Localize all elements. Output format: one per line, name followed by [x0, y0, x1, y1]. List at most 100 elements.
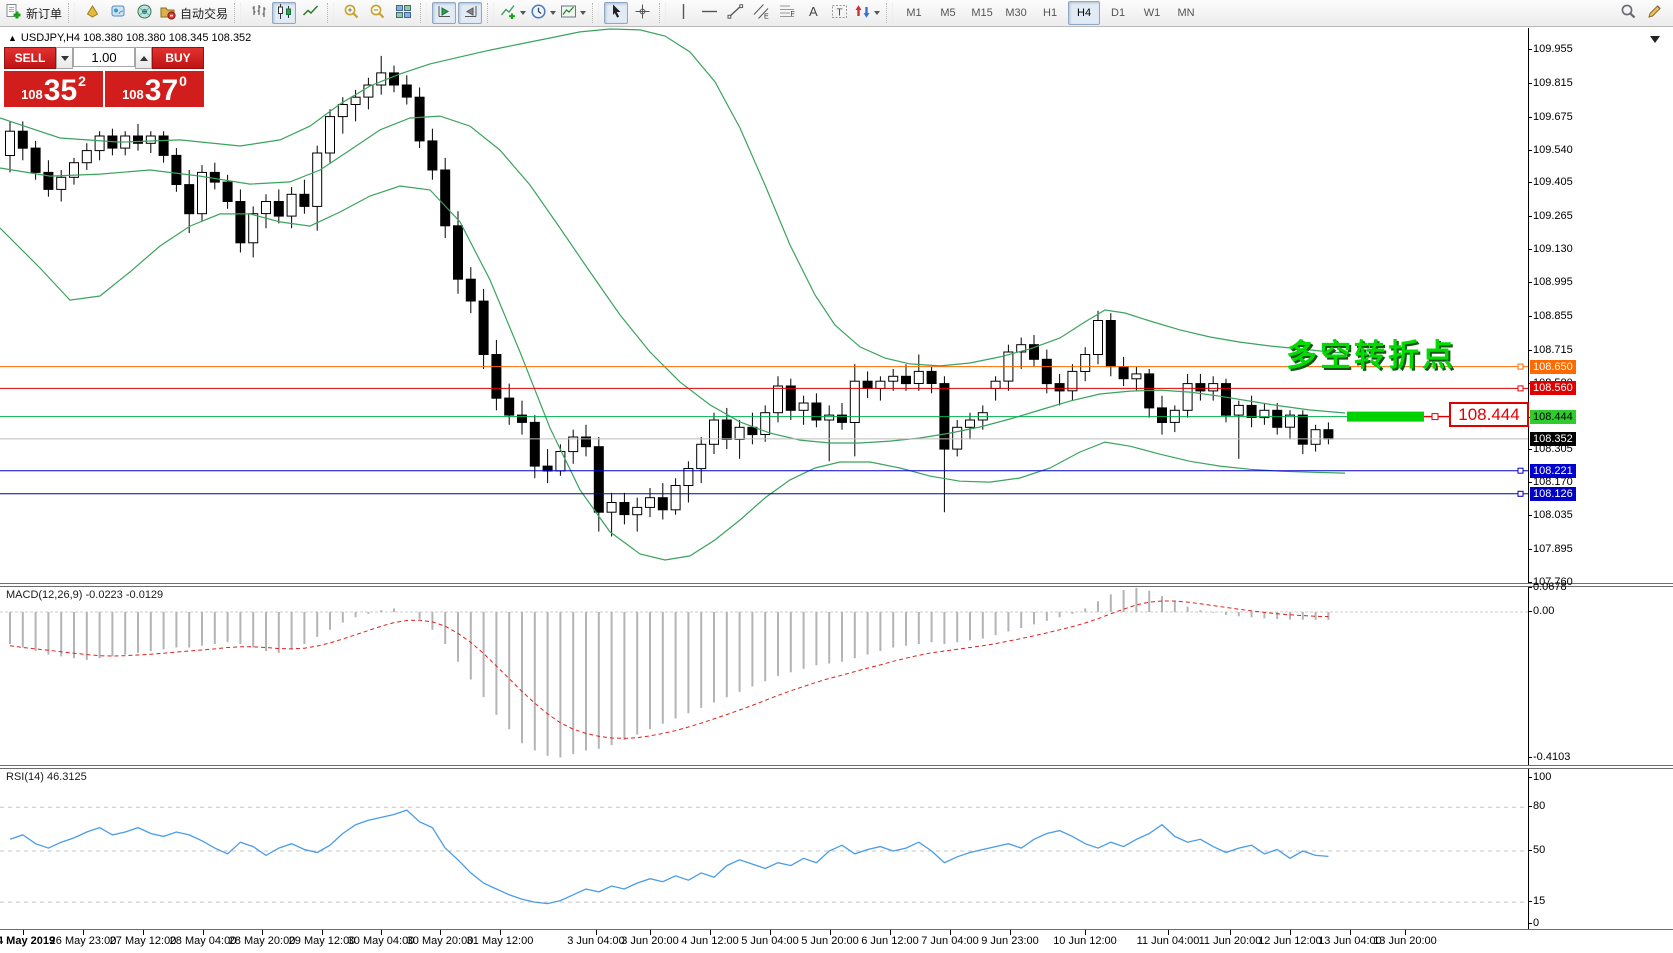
zoom-out-button[interactable]: [365, 2, 389, 24]
bid-pip: 2: [78, 73, 86, 89]
price-tick-label: 109.815: [1528, 77, 1573, 89]
sell-button[interactable]: SELL: [4, 47, 56, 69]
vertical-line-button[interactable]: [671, 2, 695, 24]
time-tick-label: 28 May 04:00: [169, 935, 237, 947]
trendline-button[interactable]: [723, 2, 747, 24]
main-chart-canvas[interactable]: [0, 28, 1528, 584]
volume-decrease-button[interactable]: [56, 47, 73, 69]
label-button[interactable]: T: [827, 2, 851, 24]
ask-pip: 0: [179, 73, 187, 89]
highlight-bar[interactable]: [1347, 411, 1424, 422]
timeframe-M30[interactable]: M30: [1005, 7, 1027, 19]
volume-increase-button[interactable]: [135, 47, 152, 69]
time-tick-mark: [890, 930, 891, 935]
time-tick-label: 30 May 04:00: [347, 935, 415, 947]
indicators-button[interactable]: [499, 2, 527, 24]
volume-input[interactable]: [73, 47, 135, 67]
new-order-button[interactable]: 新订单: [4, 2, 63, 24]
timeframe-MN[interactable]: MN: [1177, 7, 1195, 19]
timeframe-M1[interactable]: M1: [906, 7, 922, 19]
time-tick-label: 6 Jun 12:00: [861, 935, 919, 947]
timeframe-W1[interactable]: W1: [1143, 7, 1161, 19]
timeframe-D1[interactable]: D1: [1111, 7, 1126, 19]
gold-badge-icon: [84, 3, 101, 23]
timeframe-M5[interactable]: M5: [940, 7, 956, 19]
annotation-text[interactable]: 多空转折点: [1286, 338, 1456, 373]
line-chart-button[interactable]: [298, 2, 322, 24]
price-line-label-108.560[interactable]: 108.560: [1530, 381, 1576, 396]
svg-text:E: E: [764, 14, 769, 21]
time-tick-label: 28 May 20:00: [228, 935, 296, 947]
bollinger-bands: [0, 28, 1346, 561]
arrows-button[interactable]: [853, 2, 881, 24]
scroll-marker-icon[interactable]: [1650, 36, 1660, 43]
time-tick-mark: [203, 930, 204, 935]
data-window-button[interactable]: [106, 2, 130, 24]
pencil-button[interactable]: [1642, 2, 1666, 24]
tile-windows-button[interactable]: [391, 2, 415, 24]
periods-button[interactable]: [529, 2, 557, 24]
macd-signal-line: [9, 600, 1329, 739]
collapse-panel-icon[interactable]: ▲: [8, 33, 17, 43]
auto-scroll-button[interactable]: [432, 2, 457, 24]
chart-header: ▲ USDJPY,H4 108.380 108.380 108.345 108.3…: [8, 32, 251, 44]
price-line-label-108.352[interactable]: 108.352: [1530, 431, 1576, 446]
crosshair-button[interactable]: [630, 2, 654, 24]
price-line-label-108.444[interactable]: 108.444: [1530, 409, 1576, 424]
macd-histogram: [9, 587, 1330, 758]
macd-panel-separator[interactable]: [0, 583, 1673, 587]
price-line-label-108.126[interactable]: 108.126: [1530, 486, 1576, 501]
time-tick-label: 12 Jun 12:00: [1258, 935, 1322, 947]
cursor-button[interactable]: [604, 2, 629, 24]
text-button[interactable]: A: [801, 2, 825, 24]
timeframe-M15[interactable]: M15: [971, 7, 993, 19]
search-button[interactable]: [1616, 2, 1640, 24]
price-line-label-108.221[interactable]: 108.221: [1530, 463, 1576, 478]
horizontal-line-icon: [701, 3, 718, 23]
bollinger-middle-band: [0, 115, 1346, 444]
line-chart-icon: [302, 3, 319, 23]
rsi-line: [9, 809, 1329, 905]
toolbar-group-divider: [234, 3, 242, 23]
price-callout-108444[interactable]: 108.444: [1449, 402, 1529, 427]
crosshair-icon: [634, 3, 651, 23]
rsi-panel-canvas[interactable]: [0, 769, 1528, 929]
horizontal-line-button[interactable]: [697, 2, 721, 24]
rsi-panel-separator[interactable]: [0, 765, 1673, 769]
time-tick-label: 30 May 20:00: [406, 935, 474, 947]
macd-panel-canvas[interactable]: [0, 587, 1528, 765]
price-line-label-108.650[interactable]: 108.650: [1530, 359, 1576, 374]
rsi-axis-label: 80: [1528, 800, 1545, 812]
chart-shift-button[interactable]: [458, 2, 483, 24]
timeframe-H1[interactable]: H1: [1043, 7, 1058, 19]
price-tick-label: 108.035: [1528, 509, 1573, 521]
fibonacci-button[interactable]: F: [775, 2, 799, 24]
time-tick-mark: [710, 930, 711, 935]
candlestick-chart-button[interactable]: [272, 2, 297, 24]
timeframe-H4[interactable]: H4: [1068, 1, 1101, 25]
time-tick-mark: [1085, 930, 1086, 935]
time-tick-mark: [381, 930, 382, 935]
price-tick-label: 108.855: [1528, 310, 1573, 322]
time-tick-label: 13 Jun 20:00: [1373, 935, 1437, 947]
buy-button[interactable]: BUY: [152, 47, 204, 69]
auto-trading-button[interactable]: 自动交易: [158, 2, 229, 24]
signals-button[interactable]: [132, 2, 156, 24]
templates-button[interactable]: [559, 2, 587, 24]
channel-button[interactable]: E: [749, 2, 773, 24]
toolbar-group-divider: [68, 3, 76, 23]
ask-price-display[interactable]: 108 37 0: [105, 71, 204, 107]
bollinger-lower-band: [0, 185, 1346, 561]
periods-icon: [530, 3, 547, 23]
rsi-axis-label: 50: [1528, 844, 1545, 856]
time-tick-label: 26 May 23:00: [49, 935, 117, 947]
bid-price-display[interactable]: 108 35 2: [4, 71, 103, 107]
zoom-in-button[interactable]: [339, 2, 363, 24]
bar-chart-button[interactable]: [246, 2, 270, 24]
dropdown-caret-icon: [550, 11, 557, 15]
time-axis-separator: [0, 929, 1673, 931]
gold-badge-button[interactable]: [80, 2, 104, 24]
time-tick-label: 3 Jun 04:00: [567, 935, 625, 947]
macd-signal-value: -0.0129: [125, 589, 164, 601]
tile-windows-icon: [395, 3, 412, 23]
